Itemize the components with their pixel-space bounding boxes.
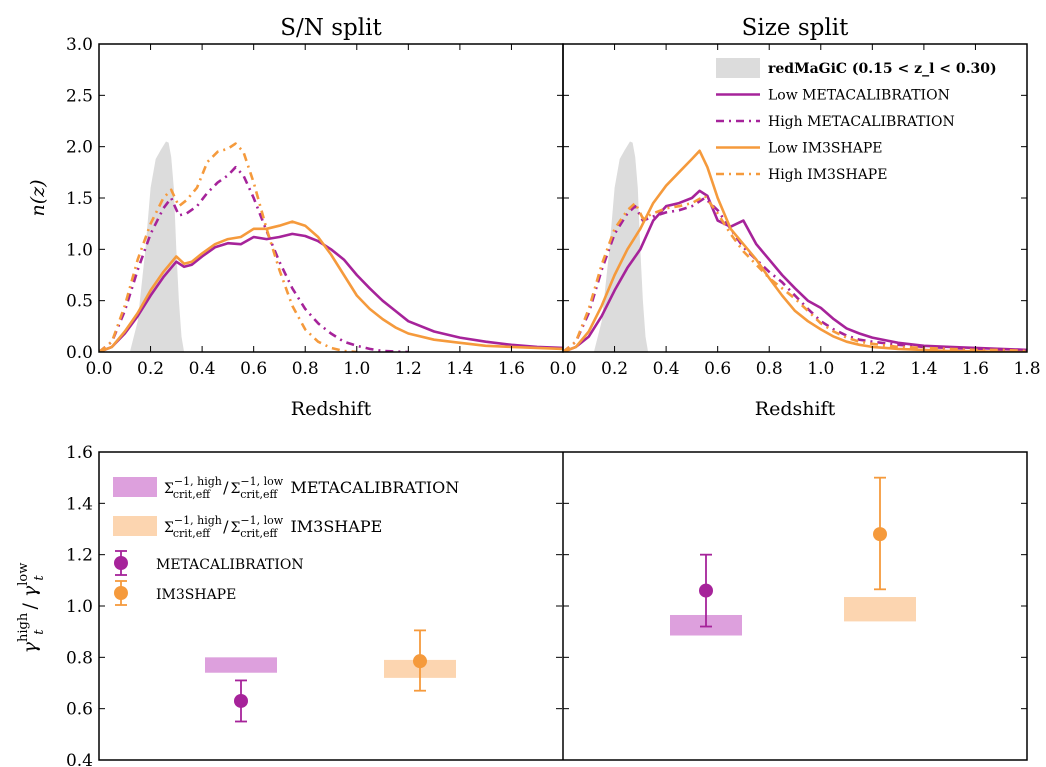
x-tick-label: 1.8 (1013, 359, 1040, 379)
sn-split-title: S/N split (280, 15, 382, 41)
y-tick-label: 1.6 (66, 443, 93, 463)
y-tick-label: 0.8 (66, 648, 93, 668)
x-tick-label: 1.4 (446, 359, 473, 379)
legend-label-high-metacal: High METACALIBRATION (768, 114, 955, 130)
sn-split-panel: 0.0 0.2 0.4 0.6 0.8 1.0 1.2 1.4 1.6 S/N split Reds… (27, 15, 564, 420)
y-tick-label: 1.5 (66, 189, 93, 209)
series-line-low-metacalibration (563, 189, 1027, 352)
size-split-title: Size split (742, 15, 849, 41)
nz-legend: redMaGiC (0.15 < z_l < 0.30) Low METACALI… (716, 58, 997, 183)
y-tick-label: 1.2 (66, 546, 93, 566)
redmagic-distribution (129, 141, 185, 352)
x-tick-label: 1.2 (395, 359, 422, 379)
x-tick-label: 1.2 (859, 359, 886, 379)
sigma-crit-band-size-im3shape (844, 597, 916, 622)
x-tick-label: 1.6 (498, 359, 525, 379)
legend-label-redmagic: redMaGiC (0.15 < z_l < 0.30) (768, 61, 997, 77)
x-tick-label: 0.8 (756, 359, 783, 379)
legend-label-high-im3: High IM3SHAPE (768, 167, 887, 183)
x-tick-label: 0.6 (704, 359, 731, 379)
x-tick-label: 0.2 (137, 359, 164, 379)
y-tick-label: 1.0 (66, 240, 93, 260)
y-tick-label: 2.5 (66, 86, 93, 106)
y-tick-label: 1.0 (66, 597, 93, 617)
series-line-high-metacalibration (99, 165, 409, 352)
legend-label-point-metacal: METACALIBRATION (156, 557, 304, 573)
ratio-panel: 0.4 0.6 0.8 1.0 1.2 1.4 1.6 γhight / γlowt Σ−1, … (16, 443, 1028, 767)
legend-label-low-im3: Low IM3SHAPE (768, 141, 882, 157)
legend-swatch-band-metacal (113, 477, 157, 497)
y-tick-label: 0.0 (66, 343, 93, 363)
y-tick-label: 0.6 (66, 700, 93, 720)
x-tick-label: 1.0 (807, 359, 834, 379)
sigma-crit-band-sn-metacalibration (205, 657, 277, 673)
legend-label-band-metacal: Σ−1, high crit,eff / Σ−1, low crit,eff META… (164, 475, 459, 501)
legend-label-low-metacal: Low METACALIBRATION (768, 88, 950, 104)
x-tick-label: 0.8 (292, 359, 319, 379)
y-tick-label: 0.5 (66, 292, 93, 312)
legend-label-band-im3: Σ−1, high crit,eff / Σ−1, low crit,eff IM3S… (164, 514, 382, 540)
x-tick-label: 0.0 (549, 359, 576, 379)
legend-label-point-im3: IM3SHAPE (156, 587, 236, 603)
x-tick-label: 0.2 (601, 359, 628, 379)
sn-split-plot-area (99, 141, 563, 352)
legend-swatch-band-im3 (113, 516, 157, 536)
x-tick-label: 1.4 (910, 359, 937, 379)
x-tick-label: 0.4 (189, 359, 216, 379)
data-point-size-im3shape (873, 527, 887, 542)
ratio-legend: Σ−1, high crit,eff / Σ−1, low crit,eff META… (113, 475, 459, 606)
data-point-sn-im3shape (413, 654, 427, 669)
sn-split-xlabel: Redshift (291, 398, 372, 420)
y-tick-label: 3.0 (66, 35, 93, 55)
size-split-plot-area (563, 141, 1027, 352)
redmagic-distribution (593, 141, 649, 352)
series-line-high-im3shape (563, 194, 1027, 352)
size-split-xlabel: Redshift (755, 398, 836, 420)
y-tick-label: 0.4 (66, 751, 93, 767)
x-tick-label: 0.4 (653, 359, 680, 379)
x-tick-label: 0.6 (240, 359, 267, 379)
data-point-sn-metacalibration (234, 693, 248, 708)
series-line-high-im3shape (99, 142, 357, 352)
legend-marker-point-im3 (114, 586, 128, 600)
legend-swatch-redmagic (716, 58, 760, 78)
series-line-low-im3shape (99, 220, 563, 352)
x-tick-label: 1.6 (962, 359, 989, 379)
x-tick-label: 0.0 (85, 359, 112, 379)
nz-ylabel: n(z) (27, 179, 49, 216)
size-split-panel: 0.0 0.2 0.4 0.6 0.8 1.0 1.2 1.4 1.6 1.8 Size split… (549, 15, 1040, 420)
y-tick-label: 1.4 (66, 494, 93, 514)
data-point-size-metacalibration (699, 583, 713, 598)
series-line-low-metacalibration (99, 232, 563, 352)
ratio-ylabel: γhight / γlowt (16, 563, 47, 654)
legend-marker-point-metacal (114, 556, 128, 570)
series-line-low-im3shape (563, 149, 1027, 352)
x-tick-label: 1.0 (343, 359, 370, 379)
y-tick-label: 2.0 (66, 138, 93, 158)
